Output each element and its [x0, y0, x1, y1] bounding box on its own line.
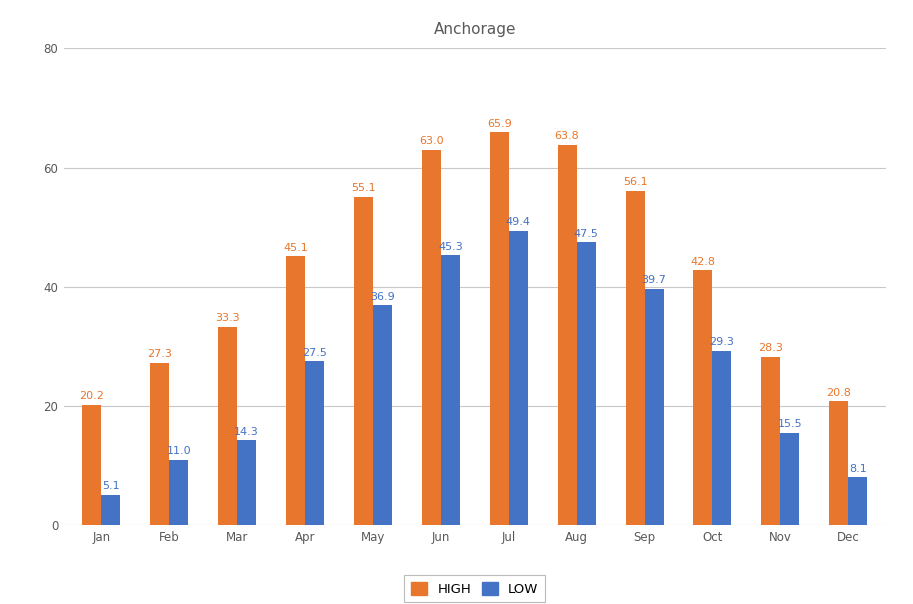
Text: 20.8: 20.8: [826, 388, 851, 398]
Text: 63.8: 63.8: [555, 131, 580, 141]
Text: 8.1: 8.1: [849, 464, 866, 474]
Bar: [645, 289, 664, 525]
Text: 63.0: 63.0: [419, 136, 444, 146]
Text: 27.5: 27.5: [302, 348, 327, 358]
Bar: [694, 270, 712, 525]
Text: 29.3: 29.3: [709, 337, 734, 347]
Bar: [848, 477, 867, 525]
Text: 55.1: 55.1: [352, 183, 376, 193]
Text: 49.4: 49.4: [506, 217, 530, 227]
Text: 5.1: 5.1: [102, 481, 120, 492]
Text: 45.3: 45.3: [438, 242, 463, 252]
Bar: [829, 402, 848, 525]
Legend: HIGH, LOW: HIGH, LOW: [404, 575, 545, 602]
Bar: [286, 257, 305, 525]
Bar: [489, 132, 509, 525]
Bar: [712, 351, 731, 525]
Text: 39.7: 39.7: [642, 275, 666, 285]
Bar: [373, 306, 392, 525]
Bar: [169, 460, 188, 525]
Text: 45.1: 45.1: [283, 243, 308, 253]
Bar: [781, 433, 800, 525]
Bar: [509, 231, 528, 525]
Text: 11.0: 11.0: [166, 446, 191, 456]
Text: 14.3: 14.3: [235, 426, 259, 437]
Text: 28.3: 28.3: [759, 343, 783, 353]
Bar: [558, 145, 577, 525]
Text: 65.9: 65.9: [487, 119, 511, 129]
Bar: [625, 191, 645, 525]
Text: 36.9: 36.9: [370, 292, 394, 302]
Bar: [761, 357, 781, 525]
Bar: [305, 361, 324, 525]
Bar: [441, 255, 460, 525]
Bar: [82, 405, 101, 525]
Text: 42.8: 42.8: [690, 257, 716, 266]
Bar: [354, 197, 373, 525]
Text: 47.5: 47.5: [573, 228, 599, 239]
Bar: [237, 440, 256, 525]
Text: 56.1: 56.1: [623, 178, 647, 187]
Text: 20.2: 20.2: [79, 391, 104, 402]
Text: 33.3: 33.3: [215, 313, 240, 323]
Bar: [101, 495, 121, 525]
Text: 15.5: 15.5: [778, 419, 803, 429]
Bar: [218, 327, 237, 525]
Bar: [577, 242, 595, 525]
Bar: [150, 362, 169, 525]
Bar: [422, 150, 441, 525]
Title: Anchorage: Anchorage: [434, 22, 516, 37]
Text: 27.3: 27.3: [147, 349, 172, 359]
